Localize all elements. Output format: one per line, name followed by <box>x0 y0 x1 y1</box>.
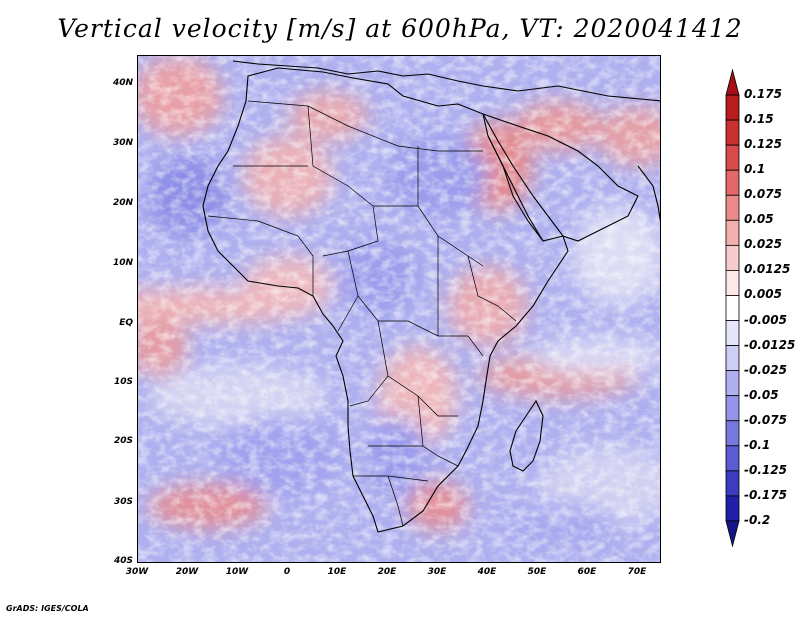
lon-label-10e: 10E <box>327 567 347 577</box>
colorbar-segment <box>725 194 740 221</box>
colorbar-label: 0.005 <box>744 287 782 302</box>
lon-label-50e: 50E <box>527 567 547 577</box>
colorbar-label: 0.175 <box>744 87 782 102</box>
lat-label-eq: EQ <box>119 318 133 328</box>
vertical-velocity-field <box>138 56 660 562</box>
colorbar-label: 0.05 <box>744 212 774 227</box>
lat-label-30s: 30S <box>113 497 133 507</box>
colorbar-segment <box>725 68 740 96</box>
colorbar-label: 0.1 <box>744 162 766 177</box>
colorbar-segment <box>725 244 740 271</box>
colorbar-label: -0.005 <box>744 312 787 327</box>
coastlines <box>202 60 660 533</box>
colorbar <box>725 68 740 548</box>
colorbar-segment <box>725 495 740 522</box>
colorbar-label: -0.1 <box>744 437 771 452</box>
footer-credit: GrADS: IGES/COLA <box>6 604 89 613</box>
lon-label-30w: 30W <box>125 567 149 577</box>
colorbar-segment <box>725 345 740 372</box>
colorbar-label: -0.0125 <box>744 337 796 352</box>
colorbar-label: -0.075 <box>744 412 787 427</box>
lat-label-30n: 30N <box>112 138 133 148</box>
lon-label-10w: 10W <box>225 567 249 577</box>
colorbar-segment <box>725 119 740 146</box>
colorbar-segment <box>725 94 740 121</box>
lat-label-10n: 10N <box>112 258 133 268</box>
colorbar-label: -0.175 <box>744 487 787 502</box>
lon-label-20e: 20E <box>377 567 397 577</box>
colorbar-label: 0.075 <box>744 187 782 202</box>
lon-label-20w: 20W <box>175 567 199 577</box>
colorbar-segment <box>725 445 740 472</box>
colorbar-segment <box>725 270 740 296</box>
lat-label-40s: 40S <box>113 556 133 566</box>
colorbar-label: -0.025 <box>744 362 787 377</box>
lon-label-40e: 40E <box>477 567 497 577</box>
colorbar-segment <box>725 320 740 346</box>
colorbar-segment <box>725 144 740 171</box>
lon-label-70e: 70E <box>627 567 647 577</box>
country-borders <box>207 100 517 527</box>
map-title: Vertical velocity [m/s] at 600hPa, VT: 2… <box>57 14 743 43</box>
colorbar-segment <box>725 420 740 447</box>
lat-label-20s: 20S <box>113 436 133 446</box>
colorbar-label: 0.0125 <box>744 262 791 277</box>
field-speckle <box>138 56 660 562</box>
colorbar-segment <box>725 370 740 397</box>
lon-label-0: 0 <box>283 567 291 577</box>
colorbar-segment <box>725 169 740 196</box>
lon-label-30e: 30E <box>427 567 447 577</box>
lon-label-60e: 60E <box>577 567 597 577</box>
map-panel <box>137 55 661 563</box>
colorbar-segment <box>725 295 740 321</box>
colorbar-segment <box>725 520 740 548</box>
lat-label-20n: 20N <box>112 198 133 208</box>
colorbar-segment <box>725 219 740 246</box>
colorbar-label: 0.15 <box>744 112 774 127</box>
colorbar-segment <box>725 470 740 497</box>
colorbar-label: -0.05 <box>744 387 779 402</box>
colorbar-label: 0.025 <box>744 237 782 252</box>
colorbar-label: -0.125 <box>744 462 787 477</box>
lat-label-40n: 40N <box>112 78 133 88</box>
lat-label-10s: 10S <box>113 377 133 387</box>
colorbar-label: 0.125 <box>744 137 782 152</box>
colorbar-segment <box>725 395 740 422</box>
colorbar-label: -0.2 <box>744 512 771 527</box>
